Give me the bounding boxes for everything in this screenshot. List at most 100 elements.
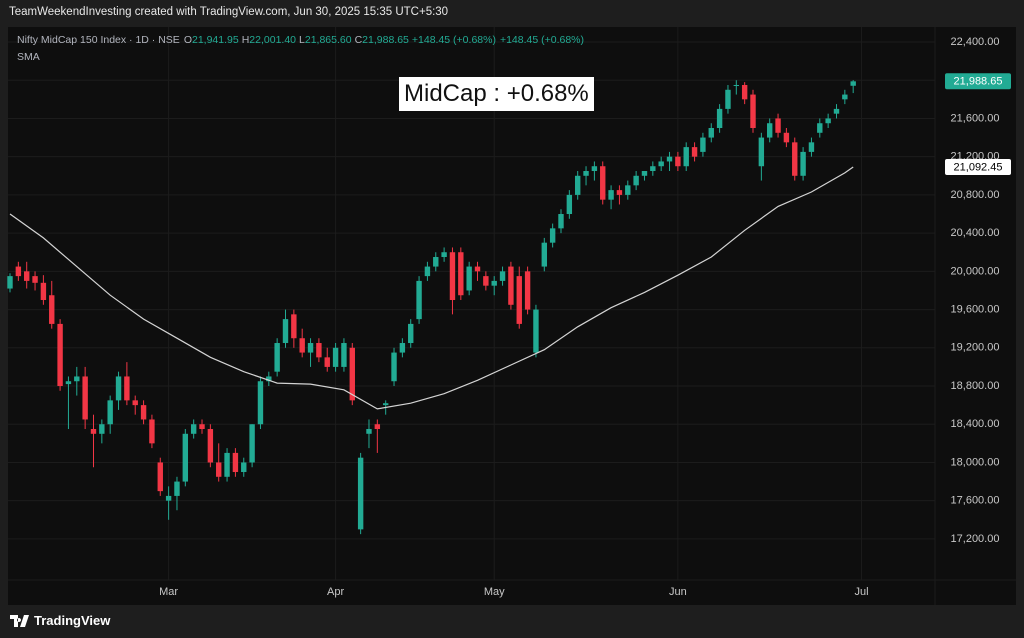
legend: Nifty MidCap 150 Index · 1D · NSE O 21,941… xyxy=(17,34,588,46)
candle-body xyxy=(833,108,840,114)
candle-body xyxy=(817,123,823,133)
x-tick-label: Jul xyxy=(855,586,869,598)
y-tick-label: 18,000.00 xyxy=(951,456,1000,468)
x-tick-label: Apr xyxy=(327,586,344,598)
candle-body xyxy=(583,171,589,176)
candle-body xyxy=(600,166,606,200)
candle-body xyxy=(566,194,573,215)
header: TeamWeekendInvesting created with Tradin… xyxy=(9,6,449,18)
candle-body xyxy=(449,252,456,301)
candle-body xyxy=(207,429,214,463)
legend-value: 21,865.60 xyxy=(304,34,352,46)
y-tick-label: 17,200.00 xyxy=(951,533,1000,545)
candle-body xyxy=(842,94,848,100)
candle-body xyxy=(458,252,464,296)
legend-symbol: Nifty MidCap 150 Index · 1D · NSE xyxy=(17,34,180,46)
y-tick-label: 22,400.00 xyxy=(951,36,1000,48)
candle-body xyxy=(741,85,748,100)
candle-body xyxy=(433,257,439,267)
candle-body xyxy=(691,147,698,157)
legend-change: +148.45 (+0.68%) xyxy=(411,34,496,46)
candle-body xyxy=(683,147,689,167)
candle-body xyxy=(591,166,598,172)
candle-body xyxy=(65,381,72,385)
candle-body xyxy=(800,151,806,176)
footer: TradingView xyxy=(10,613,110,628)
candle-body xyxy=(499,271,506,281)
candle-body xyxy=(190,424,197,434)
candle-body xyxy=(249,424,255,463)
candle-body xyxy=(408,323,414,344)
candle-body xyxy=(491,280,497,286)
candle-body xyxy=(182,433,189,482)
candle-body xyxy=(650,166,656,172)
candle-body xyxy=(49,295,55,324)
candle-body xyxy=(332,347,339,367)
legend-key: H xyxy=(241,34,250,46)
legend-value: 22,001.40 xyxy=(249,34,297,46)
candle-body xyxy=(216,462,222,477)
y-tick-label: 18,800.00 xyxy=(951,380,1000,392)
candle-body xyxy=(90,429,97,434)
candle-body xyxy=(382,403,389,406)
candle-body xyxy=(716,108,723,129)
y-tick-label: 20,000.00 xyxy=(951,265,1000,277)
candle-body xyxy=(558,214,564,229)
candle-body xyxy=(850,81,856,86)
candle-body xyxy=(115,376,122,401)
logo xyxy=(10,614,29,627)
x-tick-label: Jun xyxy=(669,586,687,598)
candle-body xyxy=(758,137,765,167)
candle-body xyxy=(750,94,756,129)
y-tick-label: 18,400.00 xyxy=(951,418,1000,430)
y-tick-label: 21,600.00 xyxy=(951,112,1000,124)
legend-change: +148.45 (+0.68%) xyxy=(499,34,585,46)
candle-body xyxy=(616,190,623,195)
candle-body xyxy=(165,495,172,501)
candle-body xyxy=(508,266,514,305)
candle-body xyxy=(366,429,372,434)
candle-body xyxy=(825,118,831,124)
candle-body xyxy=(783,132,790,143)
candle-body xyxy=(424,266,431,277)
candle-body xyxy=(57,323,63,387)
candle-body xyxy=(266,376,272,382)
y-tick-label: 20,800.00 xyxy=(951,189,1000,201)
sma-line xyxy=(9,166,854,410)
candle-body xyxy=(708,128,714,138)
y-tick-label: 17,600.00 xyxy=(951,495,1000,507)
legend-value: 21,941.95 xyxy=(191,34,239,46)
price-label-box xyxy=(945,158,1011,175)
candle-body xyxy=(549,228,556,243)
candle-body xyxy=(282,319,289,344)
candle-body xyxy=(349,347,355,401)
candle-body xyxy=(441,252,447,258)
candle-body xyxy=(416,280,422,320)
candle-body xyxy=(299,338,305,353)
candle-body xyxy=(733,85,740,87)
candle-body xyxy=(40,282,47,301)
footer-text: TradingView xyxy=(34,613,111,628)
chart-background xyxy=(8,27,1016,605)
candle-body xyxy=(341,343,347,367)
candle-body xyxy=(633,175,639,186)
candle-body xyxy=(808,142,815,152)
candle-body xyxy=(625,185,631,195)
candle-body xyxy=(82,376,88,420)
candle-body xyxy=(241,462,247,473)
x-tick-label: Mar xyxy=(159,586,178,598)
candle-body xyxy=(533,309,539,353)
legend-key: O xyxy=(183,34,192,46)
candle-body xyxy=(140,405,147,420)
candle-body xyxy=(15,266,22,277)
annotation: MidCap : +0.68% xyxy=(399,77,594,111)
candle-body xyxy=(316,343,322,358)
y-tick-label: 20,400.00 xyxy=(951,227,1000,239)
candle-body xyxy=(483,276,489,286)
candle-body xyxy=(7,276,13,289)
candle-body xyxy=(792,142,798,176)
legend-key: C xyxy=(354,34,363,46)
candle-body xyxy=(357,457,364,530)
candle-body xyxy=(725,89,731,109)
